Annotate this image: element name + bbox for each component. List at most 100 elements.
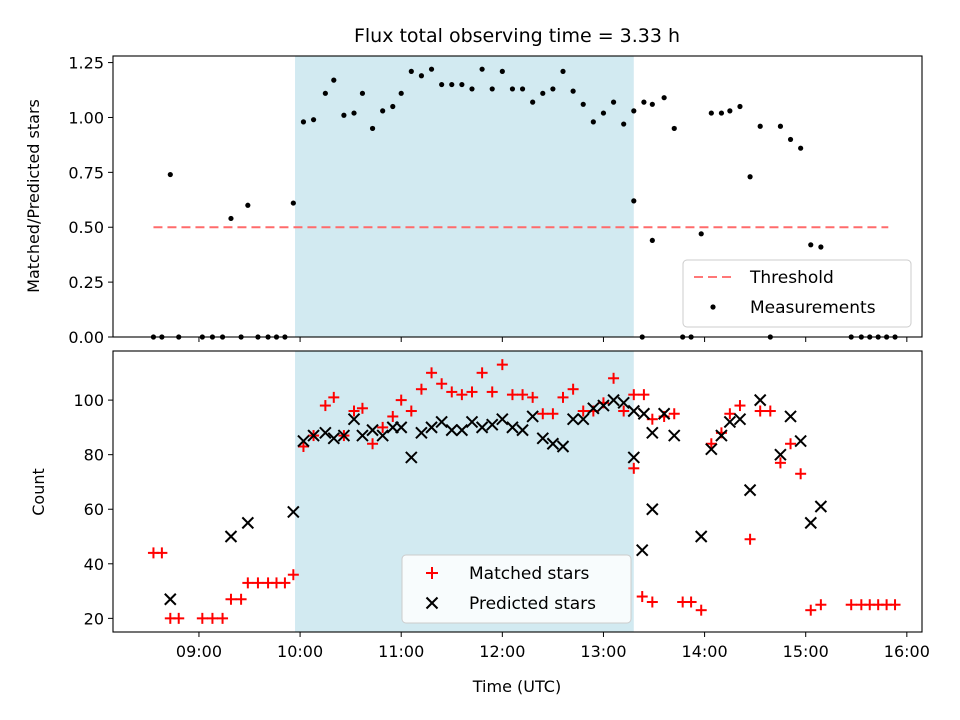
measurement-point xyxy=(519,86,526,92)
matched-star-point xyxy=(235,593,247,605)
measurement-point xyxy=(550,86,556,92)
threshold-legend-label: Threshold xyxy=(749,268,834,288)
predicted-star-point xyxy=(587,402,600,415)
y-tick-label: 0.00 xyxy=(68,328,104,347)
matched-star-point xyxy=(618,405,630,417)
measurements-legend-swatch xyxy=(710,304,716,310)
measurement-point xyxy=(408,68,414,74)
matched-star-point xyxy=(446,386,458,398)
measurement-point xyxy=(580,101,586,107)
matched-star-point xyxy=(506,389,518,401)
x-tick-label: 12:00 xyxy=(479,642,525,661)
matched-star-point xyxy=(795,468,807,480)
matched-star-point xyxy=(328,391,340,403)
time-axis-label: Time (UTC) xyxy=(472,677,561,696)
y-tick-label: 20 xyxy=(84,609,104,628)
measurement-point xyxy=(428,66,435,72)
count-axis-label: Count xyxy=(29,468,48,516)
predicted-star-point xyxy=(723,415,737,429)
predicted-star-point xyxy=(376,429,389,442)
matched-legend-swatch xyxy=(426,567,438,579)
matched-star-point xyxy=(405,405,417,417)
matched-star-point xyxy=(395,394,407,406)
predicted-star-point xyxy=(753,393,767,407)
x-tick-label: 09:00 xyxy=(176,642,222,661)
measurement-point xyxy=(747,174,753,180)
measurement-point xyxy=(631,108,637,114)
predicted-star-point xyxy=(475,421,489,434)
predicted-star-point xyxy=(319,426,332,440)
matched-star-point xyxy=(646,596,658,608)
predicted-star-point xyxy=(445,423,458,437)
predicted-star-point xyxy=(668,429,681,442)
matched-star-point xyxy=(724,408,736,420)
y-tick-label: 100 xyxy=(73,391,104,410)
count-panel: Count Time (UTC) 20 40 60 80 100 09:00 10:00 11… xyxy=(29,350,930,696)
predicted-star-point xyxy=(347,412,361,426)
predicted-star-point xyxy=(287,505,300,519)
measurement-point xyxy=(439,81,445,88)
matched-star-point xyxy=(206,612,218,624)
measurement-point xyxy=(649,237,655,244)
matched-star-point xyxy=(279,577,291,589)
measurement-point xyxy=(777,123,784,129)
measurements-legend-label: Measurements xyxy=(750,298,876,318)
matched-star-point xyxy=(628,462,640,474)
predicted-star-point xyxy=(405,451,418,464)
predicted-star-point xyxy=(394,421,408,434)
measurement-point xyxy=(570,88,576,94)
matched-star-point xyxy=(636,591,648,603)
matched-star-point xyxy=(685,596,697,608)
y-tick-label: 0.25 xyxy=(68,273,104,292)
matched-star-point xyxy=(764,405,776,417)
matched-star-point xyxy=(196,612,208,624)
predicted-star-point xyxy=(794,434,807,448)
matched-star-point xyxy=(387,410,399,422)
predicted-star-point xyxy=(814,500,828,513)
predicted-star-point xyxy=(465,415,479,429)
measurement-point xyxy=(610,99,617,105)
measurement-point xyxy=(590,119,596,125)
predicted-star-point xyxy=(506,421,519,434)
x-tick-label: 16:00 xyxy=(884,642,930,661)
matched-star-point xyxy=(805,604,817,616)
measurement-point xyxy=(300,119,307,125)
measurement-point xyxy=(787,136,794,143)
matched-star-point xyxy=(319,400,331,412)
matched-star-point xyxy=(638,389,650,401)
measurement-point xyxy=(718,110,725,116)
predicted-star-point xyxy=(733,412,747,426)
matched-star-point xyxy=(377,421,389,433)
count-points xyxy=(147,359,901,624)
measurement-point xyxy=(560,68,566,74)
measurement-point xyxy=(341,112,347,118)
matched-star-point xyxy=(287,569,299,581)
measurement-point xyxy=(727,108,733,114)
measurement-point xyxy=(737,103,743,110)
predicted-star-point xyxy=(784,410,797,423)
measurement-point xyxy=(459,81,465,88)
predicted-star-point xyxy=(486,418,499,431)
matched-star-point xyxy=(476,367,488,379)
predicted-star-point xyxy=(804,516,817,530)
measurement-point xyxy=(290,200,296,206)
predicted-star-point xyxy=(224,530,238,543)
measurement-point xyxy=(818,244,824,250)
count-legend: Matched stars Predicted stars xyxy=(401,554,632,624)
matched-star-point xyxy=(367,438,379,450)
matched-star-point xyxy=(845,599,857,611)
y-tick-label: 0.75 xyxy=(68,163,104,182)
predicted-star-point xyxy=(636,543,649,557)
measurement-point xyxy=(600,110,607,116)
predicted-star-point xyxy=(337,429,351,442)
predicted-star-point xyxy=(164,593,177,606)
measurement-point xyxy=(621,121,627,127)
matched-star-point xyxy=(173,612,185,624)
matched-star-point xyxy=(356,402,368,414)
predicted-star-point xyxy=(617,396,630,410)
matched-star-point xyxy=(486,386,498,398)
measurement-point xyxy=(708,110,714,116)
matched-star-point xyxy=(415,383,427,395)
predicted-star-point xyxy=(415,426,428,440)
x-tick-label: 11:00 xyxy=(378,642,424,661)
